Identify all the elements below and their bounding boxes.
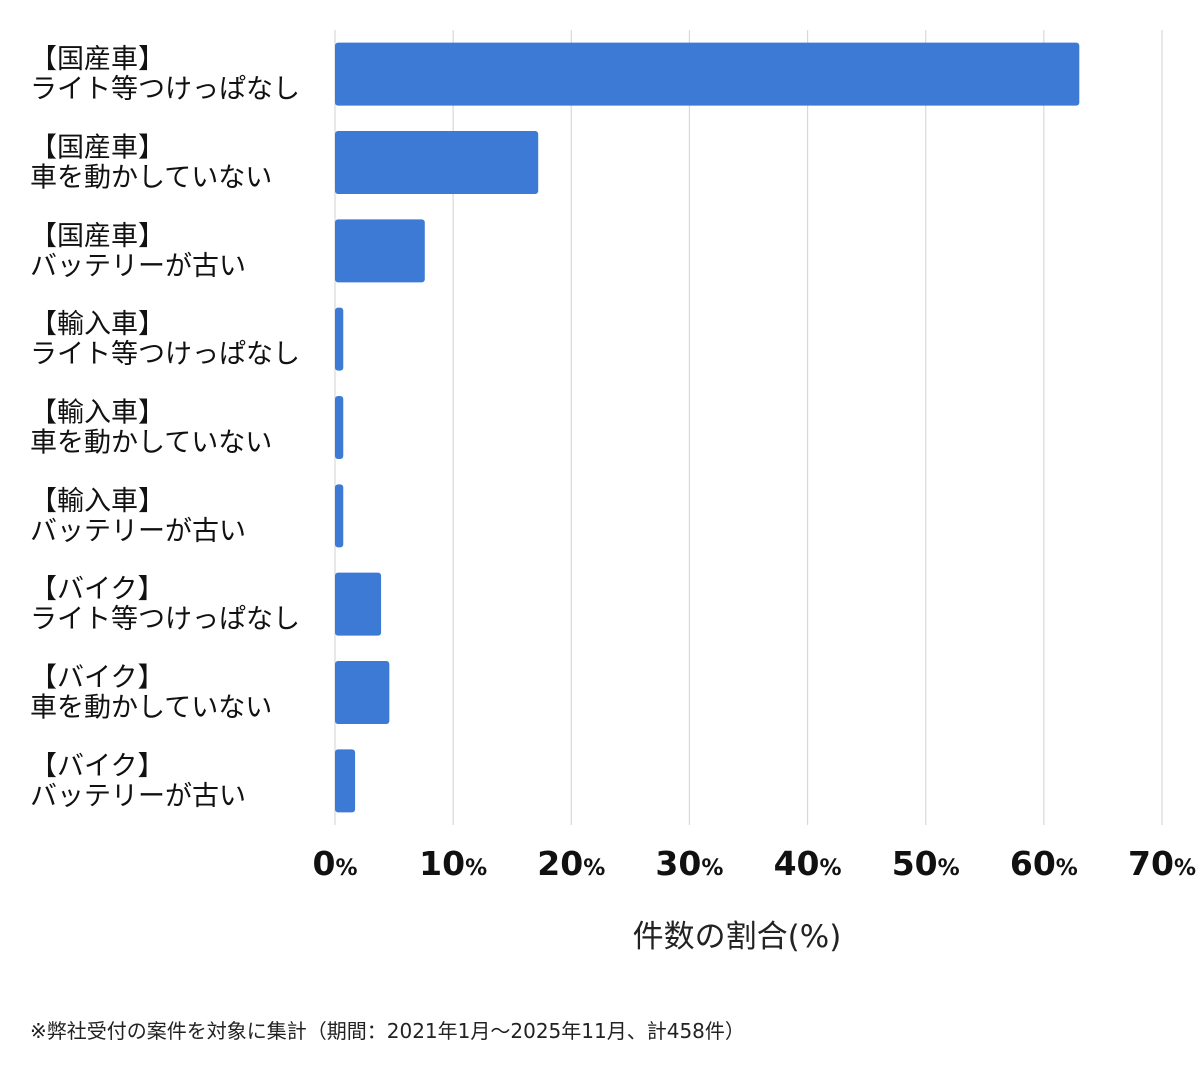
category-label-line: 車を動かしていない: [30, 693, 272, 724]
bar: [335, 484, 344, 548]
x-tick-label: 40%: [774, 844, 842, 883]
bar: [335, 131, 539, 194]
bar: [335, 307, 344, 371]
category-label-line: 【バイク】: [30, 751, 164, 782]
category-label: 【国産車】車を動かしていない: [30, 133, 272, 194]
bar: [335, 219, 425, 283]
category-label-line: ライト等つけっぱなし: [30, 74, 300, 105]
bar: [335, 396, 344, 459]
category-label: 【バイク】バッテリーが古い: [30, 751, 246, 812]
bar: [335, 749, 356, 813]
x-tick-label: 50%: [892, 844, 960, 883]
bar: [335, 42, 1080, 106]
category-label-line: 【輸入車】: [30, 486, 165, 517]
x-tick-label: 10%: [419, 844, 487, 883]
category-label: 【バイク】車を動かしていない: [30, 663, 272, 724]
bar: [335, 572, 382, 636]
bars: [335, 42, 1080, 813]
category-label-line: 【国産車】: [30, 133, 165, 164]
category-label-line: 【輸入車】: [30, 398, 165, 429]
x-axis-title: 件数の割合(%): [633, 919, 842, 955]
category-label: 【輸入車】ライト等つけっぱなし: [30, 309, 300, 370]
category-label-line: 車を動かしていない: [30, 163, 272, 194]
category-label-line: 【輸入車】: [30, 309, 165, 340]
category-label-line: 【国産車】: [30, 44, 165, 75]
x-tick-label: 60%: [1010, 844, 1078, 883]
x-tick-label: 30%: [655, 844, 723, 883]
category-label-line: 【国産車】: [30, 221, 165, 252]
category-label-line: 【バイク】: [30, 574, 164, 605]
footnote: ※弊社受付の案件を対象に集計（期間：2021年1月～2025年11月、計458件…: [30, 1019, 745, 1043]
category-label: 【輸入車】バッテリーが古い: [30, 486, 246, 547]
category-label-line: バッテリーが古い: [30, 251, 246, 282]
category-label-line: ライト等つけっぱなし: [30, 339, 300, 370]
x-tick-label: 70%: [1128, 844, 1196, 883]
category-label: 【国産車】バッテリーが古い: [30, 221, 246, 282]
category-label-line: ライト等つけっぱなし: [30, 604, 300, 635]
bar: [335, 661, 390, 724]
category-label: 【輸入車】車を動かしていない: [30, 398, 272, 459]
category-label-line: 車を動かしていない: [30, 428, 272, 459]
x-tick-label: 20%: [537, 844, 605, 883]
category-label-line: バッテリーが古い: [30, 781, 246, 812]
category-label-line: バッテリーが古い: [30, 516, 246, 547]
category-label: 【バイク】ライト等つけっぱなし: [30, 574, 300, 635]
x-tick-label: 0%: [312, 844, 357, 883]
category-labels: 【国産車】ライト等つけっぱなし【国産車】車を動かしていない【国産車】バッテリーが…: [30, 44, 300, 812]
category-label-line: 【バイク】: [30, 663, 164, 694]
category-label: 【国産車】ライト等つけっぱなし: [30, 44, 300, 105]
x-tick-labels: 0% 10% 20% 30% 40% 50% 60% 70%: [312, 844, 1196, 883]
